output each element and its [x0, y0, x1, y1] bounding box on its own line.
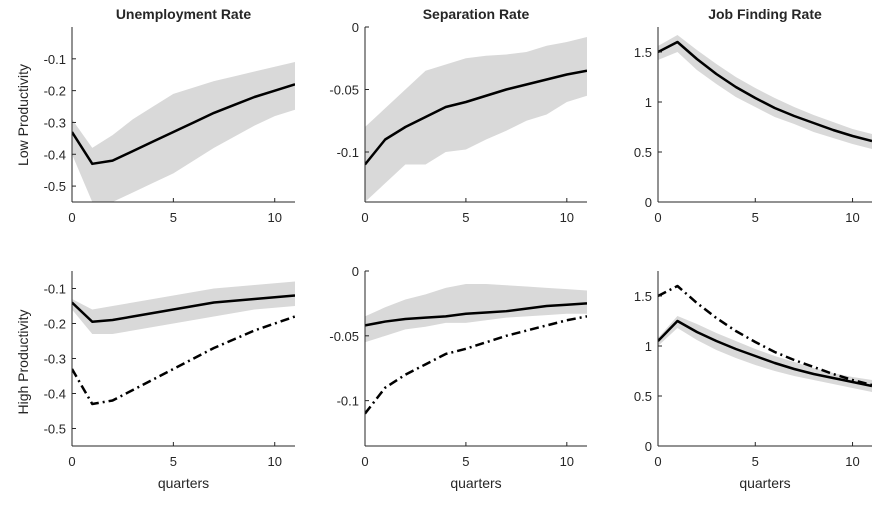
- x-tick-label: 5: [170, 210, 177, 225]
- series-line-dashdot: [658, 284, 872, 387]
- plot-area: [365, 283, 587, 415]
- x-tick-label: 0: [361, 454, 368, 469]
- plot-area: [72, 281, 295, 406]
- x-tick-label: 5: [752, 454, 759, 469]
- series-line-solid: [72, 83, 295, 166]
- x-tick-label: 0: [68, 210, 75, 225]
- y-tick-label: 0: [645, 195, 652, 210]
- x-tick-label: 10: [267, 210, 281, 225]
- series-line-dashdot: [365, 315, 587, 415]
- y-tick-label: -0.3: [44, 352, 66, 367]
- x-tick-label: 5: [462, 454, 469, 469]
- x-tick-label: 5: [170, 454, 177, 469]
- plot-area: [72, 62, 295, 202]
- x-axis-label: quarters: [739, 475, 790, 491]
- panel-title: Unemployment Rate: [116, 6, 252, 22]
- chart-panel: 0 5 10 -0.1 -0.05 0 Separation Rate: [329, 6, 587, 225]
- chart-panel: 0 5 10 -0.5 -0.4 -0.3 -0.2 -0.1 Unemployment Rat…: [44, 6, 295, 225]
- x-tick-label: 10: [267, 454, 281, 469]
- confidence-band: [365, 37, 587, 202]
- x-tick-label: 0: [654, 210, 661, 225]
- confidence-band: [72, 62, 295, 202]
- chart-panel: 0 5 10 0 0.5 1 1.5 quarters: [634, 271, 872, 491]
- y-tick-label: 1.5: [634, 289, 652, 304]
- y-tick-label: 0.5: [634, 145, 652, 160]
- y-tick-label: -0.2: [44, 84, 66, 99]
- y-tick-label: -0.1: [44, 52, 66, 67]
- y-tick-label: -0.1: [337, 145, 359, 160]
- panel-title: Separation Rate: [423, 6, 530, 22]
- chart-panel: 0 5 10 0 0.5 1 1.5 Job Finding Rate: [634, 6, 872, 225]
- y-tick-label: -0.5: [44, 422, 66, 437]
- y-tick-label: -0.5: [44, 179, 66, 194]
- y-tick-label: -0.3: [44, 115, 66, 130]
- y-tick-label: 1: [645, 95, 652, 110]
- series-line-dashdot: [72, 315, 295, 406]
- series-line-solid: [365, 69, 587, 166]
- series-line-solid: [658, 40, 872, 143]
- x-axis-label: quarters: [450, 475, 501, 491]
- x-tick-label: 0: [361, 210, 368, 225]
- row-label-high-productivity: High Productivity: [15, 309, 31, 414]
- plot-area: [365, 37, 587, 202]
- series-line-solid: [658, 319, 872, 388]
- chart-panel: 0 5 10 -0.1 -0.05 0 quarters: [329, 264, 587, 491]
- x-tick-label: 10: [560, 210, 574, 225]
- series-line-solid: [365, 302, 587, 327]
- y-tick-label: 0: [352, 264, 359, 279]
- confidence-band: [658, 316, 872, 392]
- y-tick-label: -0.4: [44, 147, 66, 162]
- confidence-band: [658, 35, 872, 149]
- y-tick-label: 0: [645, 439, 652, 454]
- y-tick-label: -0.4: [44, 387, 66, 402]
- x-tick-label: 10: [845, 210, 859, 225]
- x-tick-label: 0: [68, 454, 75, 469]
- y-tick-label: -0.05: [329, 329, 359, 344]
- y-tick-label: 1: [645, 339, 652, 354]
- x-tick-label: 5: [752, 210, 759, 225]
- x-tick-label: 5: [462, 210, 469, 225]
- y-tick-label: -0.1: [337, 394, 359, 409]
- y-tick-label: 1.5: [634, 45, 652, 60]
- chart-panel: 0 5 10 -0.5 -0.4 -0.3 -0.2 -0.1 quarters: [44, 271, 295, 491]
- plot-area: [658, 284, 872, 392]
- x-tick-label: 0: [654, 454, 661, 469]
- series-line-solid: [72, 294, 295, 323]
- y-tick-label: -0.2: [44, 317, 66, 332]
- row-label-low-productivity: Low Productivity: [15, 64, 31, 166]
- x-axis-label: quarters: [158, 475, 209, 491]
- y-tick-label: 0.5: [634, 389, 652, 404]
- x-tick-label: 10: [560, 454, 574, 469]
- y-tick-label: 0: [352, 20, 359, 35]
- y-tick-label: -0.05: [329, 83, 359, 98]
- panel-title: Job Finding Rate: [708, 6, 822, 22]
- x-tick-label: 10: [845, 454, 859, 469]
- y-tick-label: -0.1: [44, 282, 66, 297]
- plot-area: [658, 35, 872, 149]
